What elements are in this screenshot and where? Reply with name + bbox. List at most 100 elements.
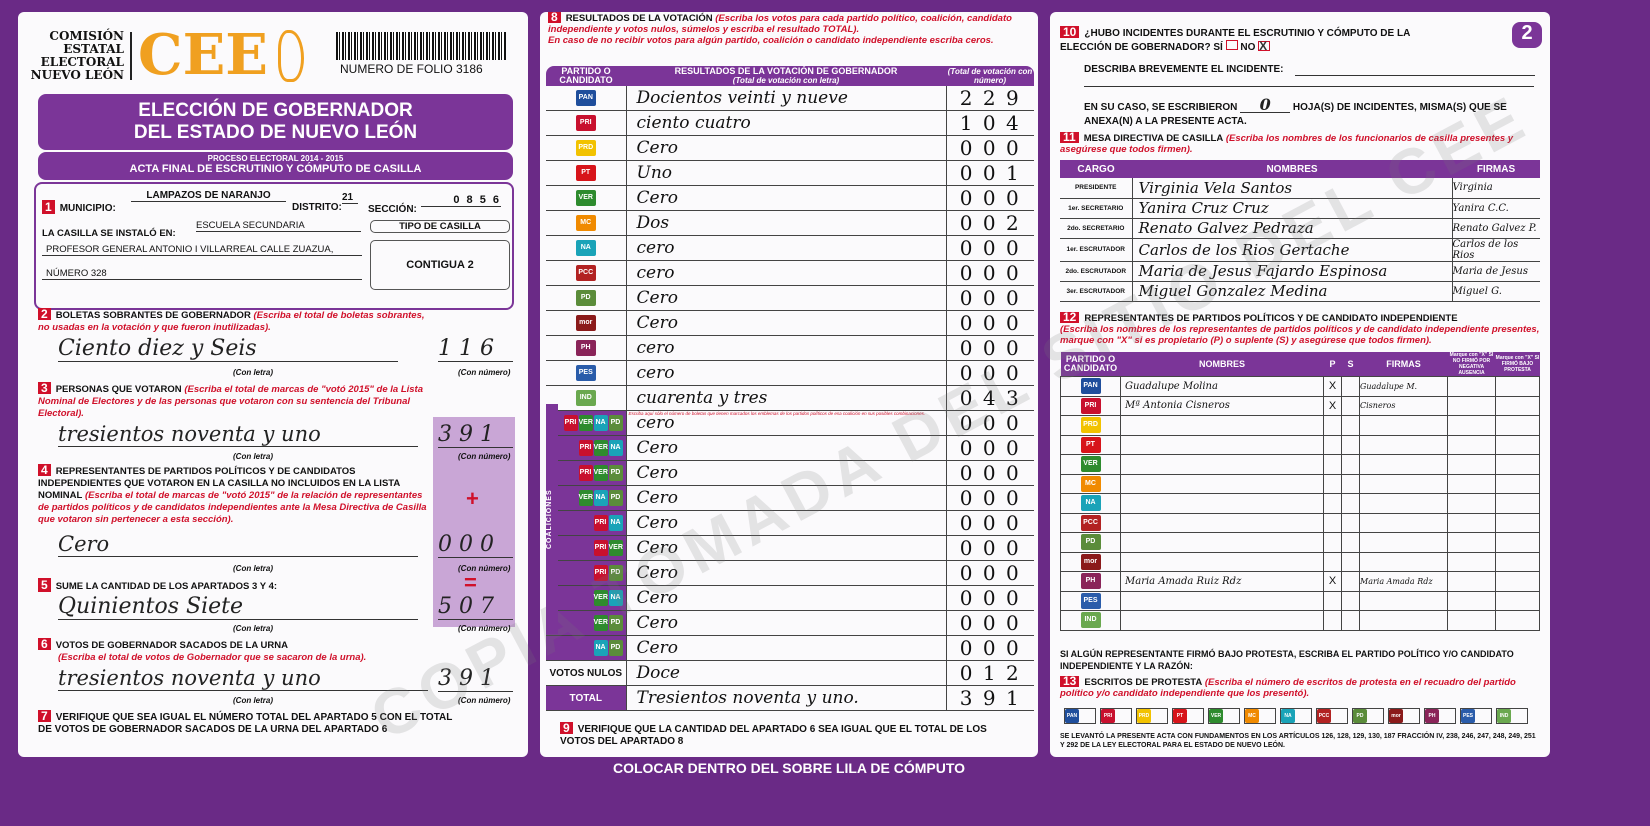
nombre-field[interactable] <box>1120 512 1324 533</box>
votes-numero-field[interactable]: 0 0 0 <box>946 310 1034 336</box>
votes-letra-field[interactable]: Cero <box>626 135 947 161</box>
firma-field[interactable]: Yanira C.C. <box>1452 198 1540 219</box>
no-firmo-checkbox[interactable] <box>1447 434 1496 455</box>
propietario-checkbox[interactable] <box>1323 493 1342 514</box>
protest-box[interactable]: PH <box>1424 708 1456 724</box>
no-firmo-checkbox[interactable] <box>1447 395 1496 416</box>
firma-field[interactable]: Miguel G. <box>1452 281 1540 302</box>
firma-field[interactable]: Renato Galvez P. <box>1452 218 1540 239</box>
votes-numero-field[interactable]: 0 0 0 <box>946 535 1034 561</box>
votes-letra-field[interactable]: cero <box>626 260 947 286</box>
bajo-protesta-checkbox[interactable] <box>1495 571 1540 592</box>
no-checkbox[interactable]: X <box>1258 40 1271 52</box>
bajo-protesta-checkbox[interactable] <box>1495 415 1540 436</box>
instalo-field-3[interactable]: NÚMERO 328 <box>42 268 362 280</box>
votes-numero-field[interactable]: 0 0 0 <box>946 510 1034 536</box>
instalo-field-2[interactable]: PROFESOR GENERAL ANTONIO I VILLARREAL CA… <box>42 244 362 256</box>
bajo-protesta-checkbox[interactable] <box>1495 376 1540 397</box>
nombre-field[interactable]: Virginia Vela Santos <box>1132 178 1453 199</box>
propietario-checkbox[interactable] <box>1323 415 1342 436</box>
nombre-field[interactable]: Maria de Jesus Fajardo Espinosa <box>1132 261 1453 282</box>
votes-numero-field[interactable]: 0 0 1 <box>946 160 1034 186</box>
votes-numero-field[interactable]: 1 0 4 <box>946 110 1034 136</box>
bajo-protesta-checkbox[interactable] <box>1495 454 1540 475</box>
propietario-checkbox[interactable] <box>1323 473 1342 494</box>
votes-numero-field[interactable]: 0 0 2 <box>946 210 1034 236</box>
protest-box[interactable]: NA <box>1280 708 1312 724</box>
tipo-casilla-field[interactable]: CONTIGUA 2 <box>370 240 510 290</box>
votes-letra-field[interactable]: Cero <box>626 435 947 461</box>
representantes-numero-field[interactable]: 0 0 0 <box>438 532 513 558</box>
votes-numero-field[interactable]: 0 0 0 <box>946 635 1034 661</box>
nombre-field[interactable] <box>1120 532 1324 553</box>
propietario-checkbox[interactable] <box>1323 434 1342 455</box>
representantes-letra-field[interactable]: Cero <box>58 532 418 557</box>
protest-count-field[interactable] <box>1475 709 1491 723</box>
protest-box[interactable]: IND <box>1496 708 1528 724</box>
propietario-checkbox[interactable]: X <box>1323 376 1342 397</box>
votes-letra-field[interactable]: Cero <box>626 310 947 336</box>
firma-field[interactable]: Maria Amada Rdz <box>1359 571 1448 592</box>
propietario-checkbox[interactable] <box>1323 610 1342 631</box>
firma-field[interactable]: Maria de Jesus <box>1452 261 1540 282</box>
votes-numero-field[interactable]: 0 0 0 <box>946 610 1034 636</box>
protest-box[interactable]: PRI <box>1100 708 1132 724</box>
si-checkbox[interactable] <box>1225 40 1238 50</box>
bajo-protesta-checkbox[interactable] <box>1495 434 1540 455</box>
nulos-numero-field[interactable]: 0 1 2 <box>946 660 1034 686</box>
nombre-field[interactable]: Carlos de los Rios Gertache <box>1132 238 1453 262</box>
votes-numero-field[interactable]: 0 0 0 <box>946 260 1034 286</box>
urna-letra-field[interactable]: tresientos noventa y uno <box>58 666 428 691</box>
no-firmo-checkbox[interactable] <box>1447 532 1496 553</box>
firma-field[interactable] <box>1359 610 1448 631</box>
votes-numero-field[interactable]: 0 0 0 <box>946 560 1034 586</box>
propietario-checkbox[interactable] <box>1323 512 1342 533</box>
no-firmo-checkbox[interactable] <box>1447 512 1496 533</box>
describe-field[interactable] <box>1295 64 1535 76</box>
boletas-letra-field[interactable]: Ciento diez y Seis <box>58 336 398 362</box>
distrito-field[interactable]: 21 <box>342 192 358 204</box>
protest-count-field[interactable] <box>1511 709 1527 723</box>
suplente-checkbox[interactable] <box>1341 395 1360 416</box>
suplente-checkbox[interactable] <box>1341 610 1360 631</box>
protest-count-field[interactable] <box>1259 709 1275 723</box>
bajo-protesta-checkbox[interactable] <box>1495 473 1540 494</box>
protest-box[interactable]: mor <box>1388 708 1420 724</box>
suplente-checkbox[interactable] <box>1341 434 1360 455</box>
suplente-checkbox[interactable] <box>1341 551 1360 572</box>
votes-letra-field[interactable]: cuarenta y tres <box>626 385 947 411</box>
nombre-field[interactable]: Miguel Gonzalez Medina <box>1132 281 1453 302</box>
nombre-field[interactable]: Renato Galvez Pedraza <box>1132 218 1453 239</box>
suplente-checkbox[interactable] <box>1341 493 1360 514</box>
votes-letra-field[interactable]: Uno <box>626 160 947 186</box>
firma-field[interactable] <box>1359 590 1448 611</box>
nombre-field[interactable]: Maria Amada Ruiz Rdz <box>1120 571 1324 592</box>
firma-field[interactable] <box>1359 493 1448 514</box>
bajo-protesta-checkbox[interactable] <box>1495 610 1540 631</box>
propietario-checkbox[interactable]: X <box>1323 571 1342 592</box>
votaron-letra-field[interactable]: tresientos noventa y uno <box>58 422 418 447</box>
protest-box[interactable]: PRD <box>1136 708 1168 724</box>
protest-count-field[interactable] <box>1151 709 1167 723</box>
firma-field[interactable]: Cisneros <box>1359 395 1448 416</box>
nombre-field[interactable] <box>1120 434 1324 455</box>
seccion-field[interactable]: 0 8 5 6 <box>421 194 501 207</box>
no-firmo-checkbox[interactable] <box>1447 454 1496 475</box>
no-firmo-checkbox[interactable] <box>1447 493 1496 514</box>
nulos-letra-field[interactable]: Doce <box>626 660 947 686</box>
no-firmo-checkbox[interactable] <box>1447 415 1496 436</box>
nombre-field[interactable] <box>1120 415 1324 436</box>
protest-box[interactable]: VER <box>1208 708 1240 724</box>
votes-letra-field[interactable]: Cero <box>626 635 947 661</box>
firma-field[interactable] <box>1359 551 1448 572</box>
votes-numero-field[interactable]: 0 0 0 <box>946 485 1034 511</box>
bajo-protesta-checkbox[interactable] <box>1495 512 1540 533</box>
nombre-field[interactable] <box>1120 454 1324 475</box>
protest-box[interactable]: PAN <box>1064 708 1096 724</box>
protest-count-field[interactable] <box>1403 709 1419 723</box>
protest-count-field[interactable] <box>1223 709 1239 723</box>
votes-numero-field[interactable]: 0 0 0 <box>946 335 1034 361</box>
nombre-field[interactable] <box>1120 551 1324 572</box>
bajo-protesta-checkbox[interactable] <box>1495 590 1540 611</box>
votes-letra-field[interactable]: cero <box>626 335 947 361</box>
